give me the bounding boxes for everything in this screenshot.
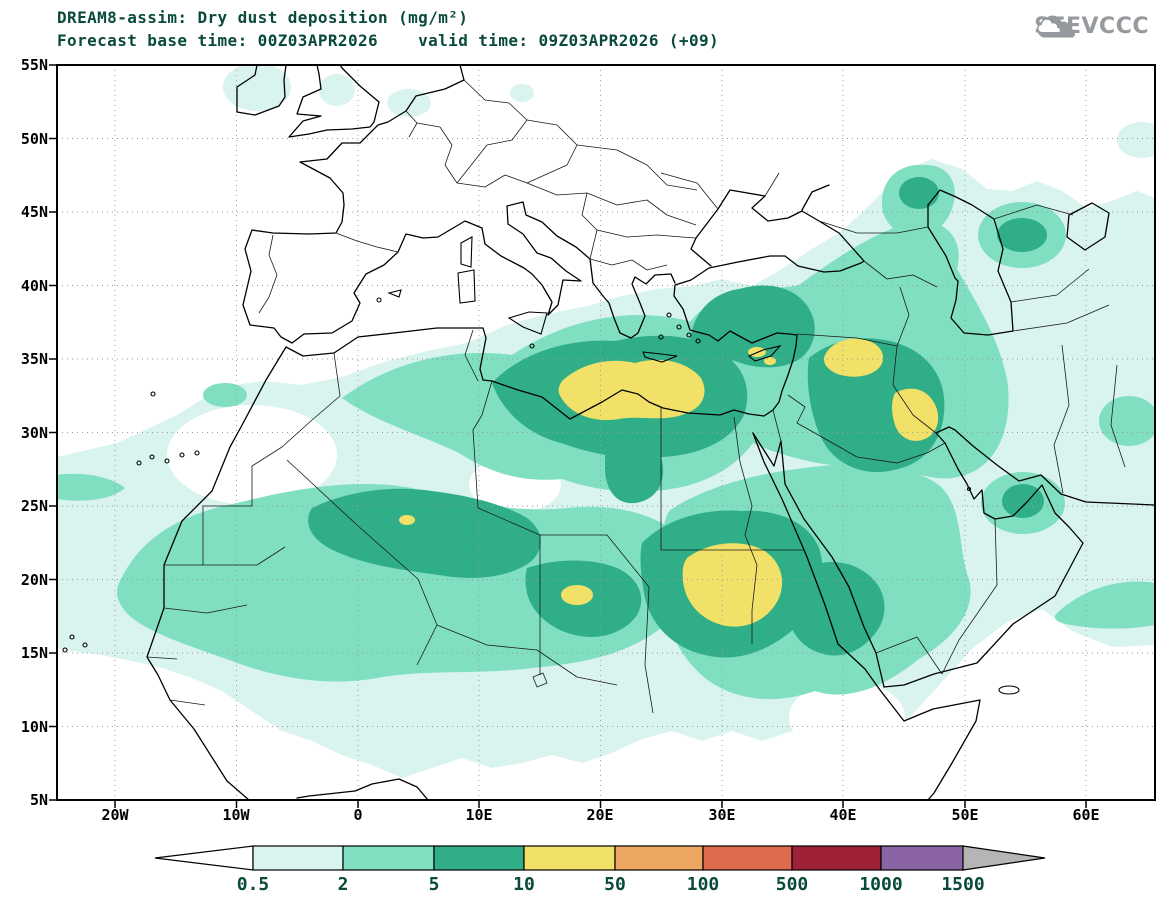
page-title: DREAM8-assim: Dry dust deposition (mg/m²… — [57, 8, 469, 27]
map-canvas — [57, 65, 1155, 800]
colorbar-label: 0.5 — [236, 874, 270, 895]
colorbar-under-arrow — [154, 845, 254, 871]
lon-label: 40E — [829, 806, 857, 824]
lat-label: 5N — [29, 791, 48, 809]
colorbar-label: 1000 — [859, 874, 903, 895]
lat-label: 30N — [20, 424, 48, 442]
lon-label: 50E — [951, 806, 979, 824]
lat-label: 25N — [20, 497, 48, 515]
lon-label: 20E — [586, 806, 614, 824]
lon-label: 30E — [708, 806, 736, 824]
colorbar-label: 2 — [337, 874, 349, 895]
colorbar-segment-500-1000 — [791, 845, 882, 871]
colorbar-label: 50 — [604, 874, 626, 895]
colorbar-segment-1000-1500 — [880, 845, 964, 871]
colorbar-segment-100-500 — [702, 845, 793, 871]
lon-label: 10E — [465, 806, 493, 824]
forecast-base-time: Forecast base time: 00Z03APR2026 — [57, 31, 379, 50]
valid-time: valid time: 09Z03APR2026 (+09) — [418, 31, 720, 50]
lon-label: 10W — [222, 806, 250, 824]
colorbar-over-arrow — [962, 845, 1046, 871]
colorbar-segment-5-10 — [433, 845, 525, 871]
subtitle: Forecast base time: 00Z03APR2026 valid ti… — [57, 31, 719, 50]
colorbar — [154, 845, 1046, 871]
cloud-icon — [1037, 15, 1076, 38]
lat-label: 45N — [20, 203, 48, 221]
colorbar-label: 500 — [775, 874, 809, 895]
lat-label: 15N — [20, 644, 48, 662]
colorbar-segment-50-100 — [614, 845, 704, 871]
colorbar-label: 10 — [513, 874, 535, 895]
lat-label: 40N — [20, 277, 48, 295]
lat-label: 20N — [20, 571, 48, 589]
colorbar-label: 100 — [686, 874, 720, 895]
colorbar-segment-0p5-2 — [252, 845, 344, 871]
colorbar-segment-2-5 — [342, 845, 435, 871]
lat-label: 10N — [20, 718, 48, 736]
lat-label: 50N — [20, 130, 48, 148]
lon-label: 20W — [101, 806, 129, 824]
colorbar-segment-10-50 — [523, 845, 616, 871]
colorbar-label: 1500 — [941, 874, 985, 895]
lat-label: 55N — [20, 56, 48, 74]
seevccc-logo: SEEVCCC — [1034, 14, 1149, 39]
lon-label: 0 — [353, 806, 363, 824]
lon-label: 60E — [1072, 806, 1100, 824]
colorbar-label: 5 — [428, 874, 440, 895]
lat-label: 35N — [20, 350, 48, 368]
